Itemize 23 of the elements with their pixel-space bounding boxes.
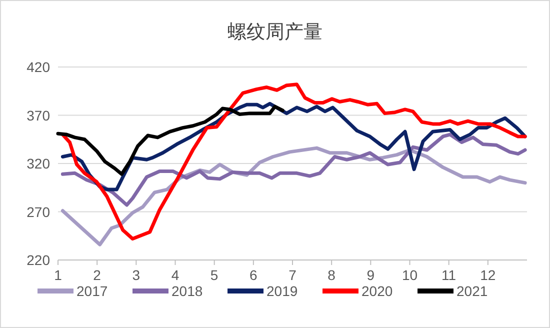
y-tick-label: 220 [26,252,50,268]
x-tick-label: 8 [328,267,336,283]
x-tick-label: 2 [93,267,102,283]
legend-label: 2020 [362,283,393,299]
x-tick-label: 4 [171,267,180,283]
x-tick-label: 12 [480,267,496,283]
chart-title: 螺纹周产量 [228,22,322,43]
x-tick-label: 10 [402,267,418,283]
y-tick-label: 420 [26,59,50,75]
y-tick-label: 370 [26,107,50,124]
x-tick-label: 7 [288,267,297,283]
x-tick-label: 9 [366,267,375,283]
y-tick-label: 320 [26,156,50,172]
legend-label: 2021 [456,283,488,299]
x-tick-label: 11 [442,267,456,283]
legend-label: 2019 [266,283,298,299]
x-tick-label: 6 [250,267,258,283]
x-tick-label: 5 [210,267,218,283]
x-tick-label: 1 [54,267,62,283]
x-tick-label: 3 [132,267,140,283]
legend-label: 2018 [172,283,203,299]
y-tick-label: 270 [26,204,50,220]
legend-label: 2017 [76,283,108,299]
